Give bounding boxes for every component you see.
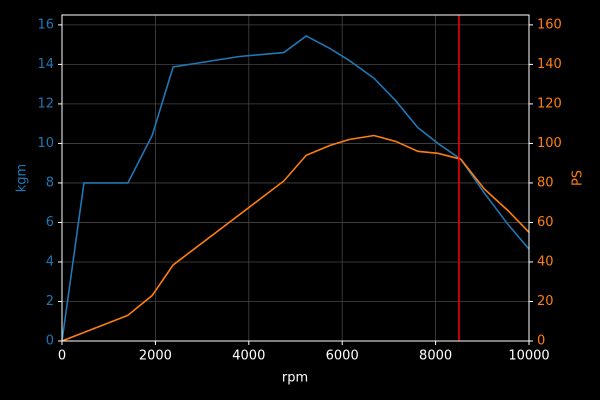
y-tick-label: 14 — [37, 57, 54, 72]
y2-tick-label: 140 — [537, 57, 562, 72]
y2-tick-label: 100 — [537, 136, 562, 151]
y-tick-label: 6 — [46, 215, 54, 230]
y-tick-label: 12 — [37, 96, 54, 111]
y2-tick-label: 160 — [537, 17, 562, 32]
x-tick-label: 10000 — [508, 349, 549, 364]
y-tick-label: 0 — [46, 334, 54, 349]
y-tick-label: 10 — [37, 136, 54, 151]
x-tick-label: 0 — [58, 349, 66, 364]
data-line — [61, 134, 530, 342]
y2-tick-label: 40 — [537, 254, 554, 269]
x-tick-label: 2000 — [139, 349, 172, 364]
y-tick-label: 8 — [46, 175, 54, 190]
y-tick-label: 2 — [46, 294, 54, 309]
y-tick-label: 4 — [46, 254, 54, 269]
x-tick-label: 8000 — [419, 349, 452, 364]
y2-tick-label: 0 — [537, 334, 545, 349]
y2-tick-label: 60 — [537, 215, 554, 230]
y2-tick-label: 120 — [537, 96, 562, 111]
y2-tick-label: 80 — [537, 175, 554, 190]
plot-frame — [61, 14, 530, 342]
x-axis-label: rpm — [282, 371, 308, 386]
x-tick-label: 6000 — [326, 349, 359, 364]
y2-tick-label: 20 — [537, 294, 554, 309]
y-tick-label: 16 — [37, 17, 54, 32]
x-tick-label: 4000 — [232, 349, 265, 364]
y2-axis-label: PS — [571, 170, 586, 186]
y-axis-label: kgm — [15, 164, 30, 192]
